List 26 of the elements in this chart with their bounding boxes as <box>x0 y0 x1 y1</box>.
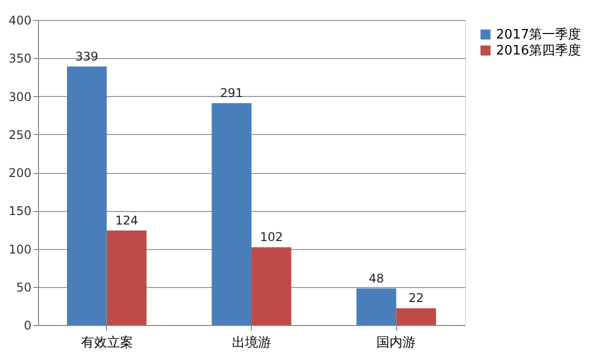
y-tick-label: 150 <box>8 204 32 218</box>
bar <box>212 103 252 325</box>
y-tick-label: 350 <box>8 52 32 66</box>
x-tick-label: 国内游 <box>376 336 416 350</box>
y-tick-label: 100 <box>8 242 32 256</box>
data-label: 291 <box>220 86 244 100</box>
bar <box>396 308 436 325</box>
legend-label: 2016第四季度 <box>496 42 582 58</box>
x-tick-label: 有效立案 <box>80 334 133 350</box>
data-label: 22 <box>408 291 424 306</box>
y-tick-label: 400 <box>8 14 32 28</box>
legend-label: 2017第一季度 <box>496 26 582 42</box>
x-tick-label: 出境游 <box>232 334 271 350</box>
bar <box>106 230 147 325</box>
data-label: 339 <box>75 50 98 64</box>
data-label: 102 <box>260 230 283 244</box>
y-tick-label: 250 <box>8 128 32 142</box>
data-label: 48 <box>368 271 384 286</box>
bar <box>356 288 396 325</box>
y-tick-label: 200 <box>8 166 32 180</box>
bar <box>66 66 107 325</box>
y-tick-label: 300 <box>8 90 32 104</box>
data-label: 124 <box>115 213 138 228</box>
y-tick-label: 0 <box>24 318 32 332</box>
bar <box>252 247 292 325</box>
y-tick-label: 50 <box>16 280 32 294</box>
